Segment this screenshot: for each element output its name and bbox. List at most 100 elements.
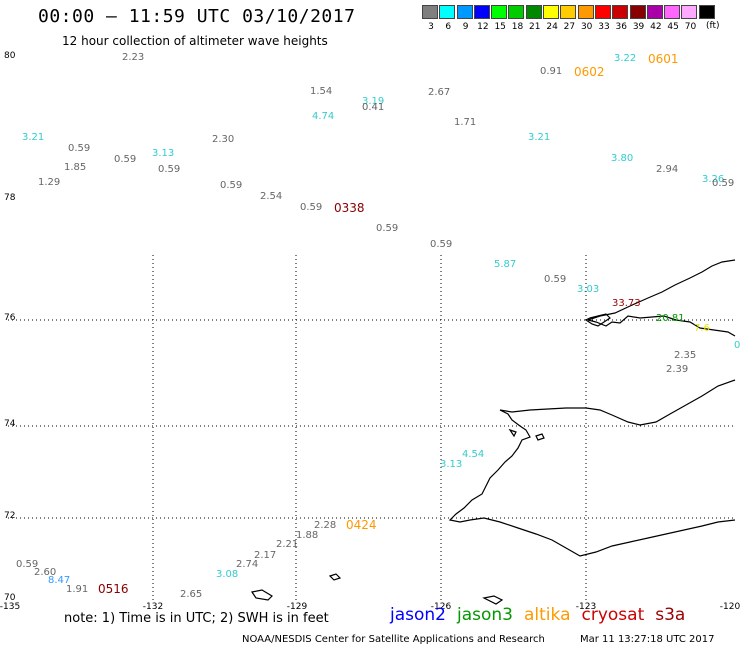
coastline-path (251, 589, 273, 601)
chart-title: 00:00 – 11:59 UTC 03/10/2017 (38, 6, 356, 27)
wave-height-value: 20.81 (656, 313, 685, 324)
coastline-path (448, 409, 736, 557)
color-swatch: 21 (525, 5, 542, 32)
pass-time-label: 0338 (334, 201, 365, 215)
color-swatch: 36 (612, 5, 629, 32)
footer-note: note: 1) Time is in UTC; 2) SWH is in fe… (64, 611, 329, 626)
wave-height-value: 4.74 (312, 111, 334, 122)
coastline-path (508, 428, 517, 438)
axis-tick-labels: 80 78 76 74 72 70-135 -132 -129 -126 -123 -120 (0, 51, 740, 612)
satellite-legend-item: s3a (655, 605, 686, 625)
credit-line: NOAA/NESDIS Center for Satellite Applica… (242, 634, 545, 645)
wave-height-value: 0.91 (540, 66, 562, 77)
color-swatch-label: 39 (632, 22, 645, 32)
wave-height-value: 3.03 (577, 284, 599, 295)
color-swatch: 15 (491, 5, 508, 32)
wave-height-value: 0.59 (158, 164, 180, 175)
wave-height-value: 1.88 (296, 530, 318, 541)
color-swatch-label: 30 (580, 22, 593, 32)
wave-height-value: 7.6 (694, 323, 710, 334)
color-swatch-label: 70 (684, 22, 697, 32)
wave-height-value: 0.59 (114, 154, 136, 165)
wave-height-value: 0.59 (376, 223, 398, 234)
wave-height-value: 0.59 (712, 178, 734, 189)
wave-height-value: 2.65 (180, 589, 202, 600)
color-swatch-label: 21 (529, 22, 541, 32)
wave-height-value: 0.59 (430, 239, 452, 250)
coastline (251, 259, 736, 605)
wave-height-value: 2.23 (122, 52, 144, 63)
coastline-path (328, 573, 342, 581)
color-swatch-label: 9 (462, 22, 469, 32)
coastline-path (587, 259, 736, 321)
wave-height-value: 1.29 (38, 177, 60, 188)
wave-height-value: 0.59 (544, 274, 566, 285)
wave-height-value: 3.80 (611, 153, 633, 164)
wave-height-value: 3.22 (614, 53, 636, 64)
coastline-path (535, 433, 545, 441)
color-scale-legend: 3 6 9 12 15 18 21 24 27 30 33 36 39 42 45 70 (ft) (422, 5, 720, 32)
wave-height-value: 2.30 (212, 134, 234, 145)
wave-height-value: 1.71 (454, 117, 476, 128)
color-swatch: 39 (629, 5, 646, 32)
wave-height-value: 8.47 (48, 575, 70, 586)
color-swatch: 70 (681, 5, 698, 32)
longitude-tick-label: -129 (287, 602, 308, 612)
longitude-tick-label: -135 (0, 602, 20, 612)
wave-height-value: 3.26 (702, 174, 724, 185)
latitude-tick-label: 76 (4, 313, 16, 323)
wave-height-labels: 2.23 1.54 3.190.41 2.67 0.91 3.22 4.74 1.71 3.21… (16, 52, 740, 600)
color-swatch-label: 3 (428, 22, 434, 32)
coastline-path (584, 313, 611, 327)
wave-height-value: 3.13 (152, 148, 174, 159)
color-swatch-label: 27 (563, 22, 576, 32)
latitude-tick-label: 70 (4, 593, 16, 603)
wave-height-value: 3.08 (216, 569, 238, 580)
wave-height-value: 33.73 (612, 298, 641, 309)
wave-height-value: 3.21 (528, 132, 550, 143)
wave-height-value: 2.60 (34, 567, 56, 578)
color-swatch: 3 (422, 5, 438, 32)
color-swatch-label: 12 (477, 22, 489, 32)
satellite-legend-item: altika (524, 605, 571, 625)
longitude-tick-label: -120 (720, 602, 740, 612)
lat-lon-grid (8, 255, 735, 600)
satellite-legend: jason2 jason3 altika cryosat s3a (390, 605, 696, 625)
color-swatch-label: 18 (511, 22, 524, 32)
color-swatch: 9 (456, 5, 473, 32)
wave-height-value: 2.94 (656, 164, 678, 175)
pass-time-label: 0602 (574, 65, 605, 79)
wave-height-value: 2.21 (276, 539, 298, 550)
wave-height-value: 5.87 (494, 259, 516, 270)
latitude-tick-label: 74 (4, 419, 16, 429)
wave-height-value: 2.39 (666, 364, 688, 375)
pass-time-labels: 0601 0602 0338 0424 0516 (98, 52, 679, 596)
latitude-tick-label: 72 (4, 511, 15, 521)
color-swatch-label: 24 (546, 22, 558, 32)
color-swatch-label: 36 (615, 22, 627, 32)
color-swatch-label: 15 (494, 22, 506, 32)
coastline-path (499, 379, 736, 426)
color-swatch: 6 (439, 5, 456, 32)
color-swatch-label: 42 (650, 22, 662, 32)
color-swatch: 30 (577, 5, 594, 32)
pass-time-label: 0516 (98, 582, 129, 596)
pass-time-label: 0424 (346, 518, 377, 532)
pass-time-label: 0601 (648, 52, 679, 66)
satellite-legend-item: cryosat (581, 605, 645, 625)
wave-height-value: 0 (734, 340, 740, 351)
wave-height-value: 2.35 (674, 350, 696, 361)
wave-height-value: 1.54 (310, 86, 332, 97)
wave-height-value: 1.91 (66, 584, 88, 595)
satellite-legend-item: jason2 (390, 605, 446, 625)
satellite-legend-item: jason3 (457, 605, 513, 625)
color-swatch: 42 (646, 5, 663, 32)
generation-timestamp: Mar 11 13:27:18 UTC 2017 (580, 634, 715, 645)
wave-height-value: 3.19 (362, 96, 384, 107)
wave-height-value: 0.41 (362, 102, 384, 113)
wave-height-value: 2.54 (260, 191, 282, 202)
color-swatch (698, 5, 715, 19)
wave-height-value: 3.21 (22, 132, 44, 143)
latitude-tick-label: 80 (4, 51, 16, 61)
